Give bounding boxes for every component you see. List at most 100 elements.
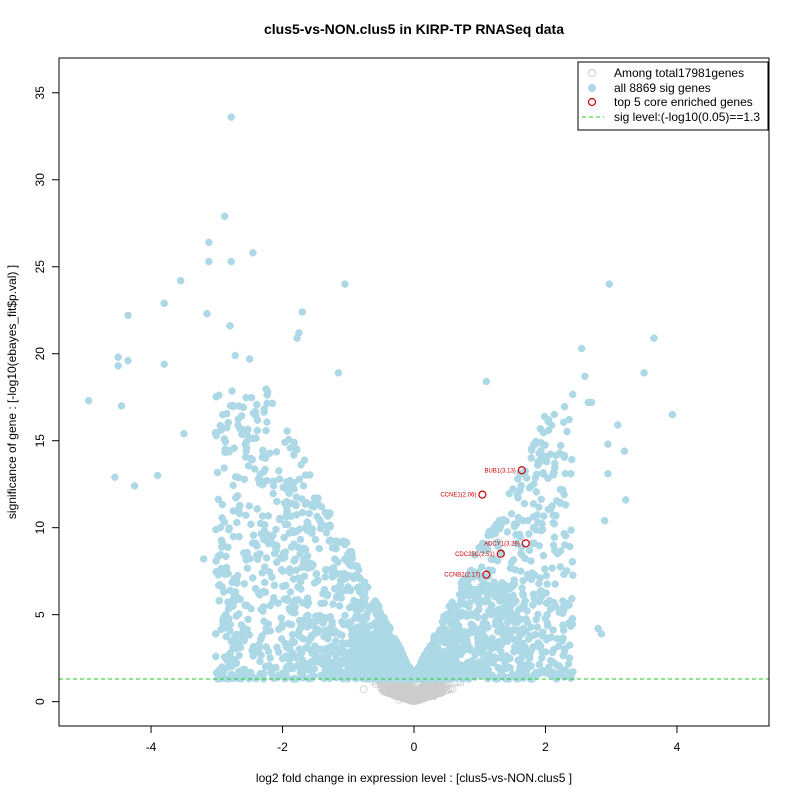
sig-gene-point: [292, 654, 301, 662]
sig-gene-point: [620, 447, 629, 455]
sig-gene-point: [215, 597, 224, 605]
sig-gene-point: [417, 666, 426, 674]
sig-gene-point: [272, 448, 281, 456]
sig-gene-point: [258, 569, 266, 577]
sig-gene-point: [544, 417, 552, 426]
sig-gene-point: [362, 659, 371, 667]
sig-gene-point: [344, 550, 352, 559]
sig-gene-point: [301, 471, 310, 479]
sig-gene-point: [529, 513, 538, 521]
sig-gene-point: [375, 603, 383, 611]
x-axis: -4 -2 0 2 4: [146, 725, 681, 754]
sig-gene-point: [270, 594, 278, 602]
sig-gene-point: [347, 562, 356, 570]
sig-gene-point: [519, 591, 528, 599]
sig-gene-point: [153, 471, 162, 480]
sig-gene-point: [295, 525, 304, 533]
sig-gene-point: [180, 430, 188, 438]
sig-gene-point: [519, 576, 527, 585]
sig-gene-point: [319, 589, 327, 598]
sig-gene-point: [525, 530, 533, 538]
sig-gene-point: [458, 648, 466, 656]
core-gene-point: [478, 490, 487, 499]
sig-gene-point: [341, 611, 349, 620]
sig-gene-point: [514, 493, 522, 502]
sig-gene-point: [604, 440, 612, 448]
sig-gene-point: [517, 549, 525, 558]
sig-gene-point: [285, 529, 293, 537]
sig-gene-point: [466, 646, 474, 654]
sig-gene-point: [441, 617, 449, 625]
sig-gene-point: [211, 630, 220, 638]
core-gene-label: ADCY1(3.29): [484, 541, 520, 547]
sig-gene-point: [273, 643, 281, 652]
sig-gene-point: [561, 532, 570, 540]
sig-gene-point: [640, 369, 648, 377]
sig-gene-point: [341, 280, 349, 288]
legend-marker-sig-genes: [588, 84, 596, 92]
sig-gene-point: [232, 494, 240, 502]
sig-gene-point: [552, 511, 560, 520]
sig-gene-point: [352, 660, 361, 668]
sig-gene-point: [516, 567, 525, 575]
sig-gene-point: [236, 425, 244, 433]
x-axis-label: log2 fold change in expression level : […: [256, 771, 572, 785]
sig-gene-point: [477, 597, 486, 605]
sig-gene-point: [283, 507, 291, 515]
sig-gene-point: [326, 659, 335, 667]
sig-gene-point: [344, 583, 352, 591]
sig-gene-point: [501, 608, 509, 617]
sig-gene-point: [296, 535, 305, 544]
sig-gene-point: [289, 575, 298, 583]
sig-gene-point: [336, 661, 344, 669]
sig-gene-point: [516, 671, 525, 679]
sig-gene-point: [473, 569, 482, 578]
sig-gene-point: [509, 555, 518, 564]
sig-gene-point: [379, 668, 388, 676]
sig-gene-point: [253, 416, 262, 424]
sig-gene-point: [285, 489, 293, 498]
sig-gene-point: [84, 396, 93, 405]
sig-gene-point: [279, 549, 288, 557]
sig-gene-point: [230, 444, 238, 452]
sig-gene-point: [458, 608, 466, 617]
sig-gene-point: [551, 580, 559, 588]
sig-gene-point: [307, 647, 316, 655]
sig-gene-point: [237, 621, 246, 629]
sig-gene-point: [319, 659, 328, 668]
sig-gene-point: [527, 454, 535, 462]
sig-gene-point: [213, 468, 222, 477]
sig-gene-point: [218, 514, 226, 522]
sig-gene-point: [549, 626, 557, 634]
sig-gene-point: [477, 563, 486, 571]
sig-gene-point: [353, 609, 361, 618]
sig-gene-point: [440, 652, 449, 660]
sig-gene-point: [316, 524, 325, 533]
sig-gene-point: [217, 564, 225, 573]
legend-entry-core-genes: top 5 core enriched genes: [614, 95, 753, 109]
sig-gene-point: [549, 519, 558, 527]
sig-gene-point: [350, 599, 359, 607]
sig-gene-point: [567, 674, 575, 682]
sig-gene-point: [310, 630, 318, 638]
sig-gene-point: [559, 597, 567, 605]
sig-gene-point: [396, 648, 405, 656]
sig-gene-point: [315, 544, 324, 553]
sig-gene-point: [240, 580, 249, 588]
sig-gene-point: [563, 602, 572, 610]
sig-gene-point: [298, 508, 307, 517]
sig-gene-point: [160, 360, 168, 368]
sig-gene-point: [509, 635, 518, 643]
legend-entry-sig-level: sig level:(-log10(0.05)==1.3: [614, 110, 760, 124]
sig-gene-point: [545, 596, 554, 605]
sig-gene-point: [215, 666, 223, 675]
sig-gene-point: [534, 668, 543, 677]
sig-gene-point: [538, 525, 547, 534]
sig-gene-point: [325, 537, 334, 545]
sig-gene-point: [355, 573, 363, 582]
sig-gene-point: [332, 537, 340, 546]
sig-gene-point: [494, 609, 502, 618]
sig-gene-point: [268, 671, 277, 680]
sig-gene-point: [205, 257, 213, 266]
core-gene-point: [496, 549, 505, 558]
